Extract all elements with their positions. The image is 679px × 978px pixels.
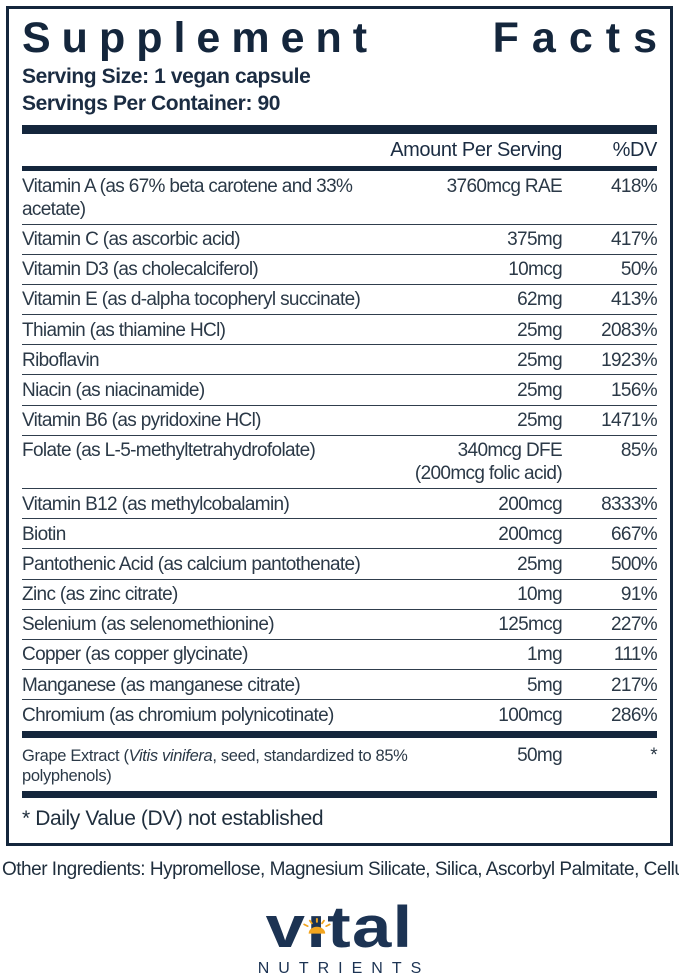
table-row: Copper (as copper glycinate) 1mg 111%	[22, 638, 658, 669]
nutrient-dv: 8333%	[601, 493, 658, 515]
nutrient-dv: 413%	[611, 289, 658, 311]
nutrient-name: Vitamin A (as 67% beta carotene and 33% …	[22, 175, 353, 220]
column-header-amount: Amount Per Serving	[390, 139, 562, 162]
nutrient-amount: 375mg	[507, 229, 563, 251]
nutrient-amount: 3760mcg RAE	[446, 175, 563, 197]
nutrient-name: Grape Extract (Vitis vinifera, seed, sta…	[22, 746, 408, 786]
nutrient-dv: 217%	[611, 674, 658, 696]
nutrient-amount: 25mg	[517, 379, 563, 401]
table-row: Folate (as L-5-methyltetrahydrofolate) 34…	[22, 434, 658, 488]
nutrient-dv: 667%	[611, 523, 658, 545]
daily-value-footnote: * Daily Value (DV) not established	[22, 806, 324, 830]
nutrient-name: Thiamin (as thiamine HCl)	[22, 319, 226, 341]
divider-thick-above-grape	[22, 731, 657, 739]
page-title: Supplement Facts	[22, 14, 657, 62]
nutrient-amount: 25mg	[517, 410, 563, 432]
title-word-supplement: Supplement	[22, 14, 379, 62]
nutrient-name: Vitamin B6 (as pyridoxine HCl)	[22, 410, 262, 432]
column-header-dv: %DV	[612, 139, 658, 162]
serving-size-text: Serving Size: 1 vegan capsule	[22, 65, 311, 89]
nutrient-name: Manganese (as manganese citrate)	[22, 674, 301, 696]
table-row: Vitamin B6 (as pyridoxine HCl) 25mg 1471%	[22, 404, 658, 435]
nutrient-name: Folate (as L-5-methyltetrahydrofolate)	[22, 440, 316, 462]
supplement-facts-panel: Supplement Facts Serving Size: 1 vegan c…	[6, 6, 673, 846]
nutrient-dv: 2083%	[601, 319, 658, 341]
nutrient-dv: 85%	[620, 440, 658, 462]
sun-icon	[301, 886, 333, 944]
table-row: Vitamin D3 (as cholecalciferol) 10mcg 50%	[22, 253, 658, 284]
nutrient-name: Selenium (as selenomethionine)	[22, 614, 275, 636]
table-row: Vitamin B12 (as methylcobalamin) 200mcg 83…	[22, 488, 658, 518]
table-row: Vitamin A (as 67% beta carotene and 33% …	[22, 171, 658, 223]
nutrient-amount: 50mg	[517, 744, 563, 766]
nutrient-name: Chromium (as chromium polynicotinate)	[22, 704, 334, 726]
nutrient-name: Copper (as copper glycinate)	[22, 644, 248, 666]
table-row: Biotin 200mcg 667%	[22, 518, 658, 548]
nutrient-amount: 25mg	[517, 319, 563, 341]
nutrient-name: Riboflavin	[22, 349, 100, 371]
nutrient-dv: 1923%	[601, 349, 658, 371]
nutrient-dv: 156%	[611, 379, 658, 401]
title-word-facts: Facts	[492, 14, 670, 62]
brand-wordmark: v ıtal	[266, 898, 414, 957]
other-ingredients-text: Other Ingredients: Hypromellose, Magnesi…	[2, 858, 679, 880]
table-row: Riboflavin 25mg 1923%	[22, 344, 658, 374]
nutrient-name: Vitamin D3 (as cholecalciferol)	[22, 259, 259, 281]
nutrient-amount: 100mcg	[498, 704, 562, 726]
divider-medium	[22, 166, 657, 172]
nutrient-name: Niacin (as niacinamide)	[22, 379, 205, 401]
nutrient-name: Zinc (as zinc citrate)	[22, 584, 178, 606]
nutrient-amount: 340mcg DFE (200mcg folic acid)	[414, 440, 563, 485]
nutrient-dv: 1471%	[601, 410, 658, 432]
nutrient-amount: 25mg	[517, 553, 563, 575]
nutrient-name: Vitamin E (as d-alpha tocopheryl succina…	[22, 289, 361, 311]
table-row: Chromium (as chromium polynicotinate) 100…	[22, 699, 658, 729]
nutrient-amount: 200mcg	[498, 493, 562, 515]
table-row-grape-extract: Grape Extract (Vitis vinifera, seed, sta…	[22, 740, 658, 788]
nutrient-dv: 500%	[611, 553, 658, 575]
nutrient-name: Vitamin C (as ascorbic acid)	[22, 229, 241, 251]
nutrient-amount: 200mcg	[498, 523, 562, 545]
nutrient-name: Pantothenic Acid (as calcium pantothenat…	[22, 553, 361, 575]
nutrient-amount: 125mcg	[498, 614, 562, 636]
table-row: Niacin (as niacinamide) 25mg 156%	[22, 374, 658, 404]
nutrient-rows: Vitamin A (as 67% beta carotene and 33% …	[22, 171, 658, 729]
divider-thick-below-grape	[22, 790, 657, 798]
nutrient-amount: 1mg	[526, 644, 563, 666]
nutrient-amount: 10mg	[517, 584, 563, 606]
brand-letters-tal: tal	[327, 894, 414, 960]
nutrient-dv: 418%	[611, 175, 658, 197]
servings-per-container-text: Servings Per Container: 90	[22, 92, 281, 116]
table-row: Vitamin C (as ascorbic acid) 375mg 417%	[22, 223, 658, 254]
table-row: Thiamin (as thiamine HCl) 25mg 2083%	[22, 314, 658, 344]
table-row: Selenium (as selenomethionine) 125mcg 227%	[22, 608, 658, 639]
nutrient-dv: 111%	[613, 644, 658, 666]
brand-letter-i: ı	[303, 898, 331, 957]
nutrient-dv: 50%	[620, 259, 658, 281]
nutrient-amount: 62mg	[517, 289, 563, 311]
table-row: Vitamin E (as d-alpha tocopheryl succina…	[22, 283, 658, 314]
divider-thick-top	[22, 125, 657, 135]
table-row: Manganese (as manganese citrate) 5mg 217%	[22, 669, 658, 699]
nutrient-dv: 417%	[611, 229, 658, 251]
nutrient-dv: *	[650, 744, 657, 766]
table-row: Pantothenic Acid (as calcium pantothenat…	[22, 548, 658, 578]
table-header: Amount Per Serving %DV	[22, 134, 657, 166]
brand-logo: v ıtal NUTRIENTS	[0, 898, 679, 978]
nutrient-amount: 25mg	[517, 349, 563, 371]
nutrient-dv: 227%	[611, 614, 658, 636]
table-row: Zinc (as zinc citrate) 10mg 91%	[22, 578, 658, 609]
nutrient-name: Biotin	[22, 523, 66, 545]
nutrient-dv: 91%	[620, 584, 658, 606]
brand-subtitle: NUTRIENTS	[257, 959, 431, 977]
nutrient-dv: 286%	[611, 704, 658, 726]
nutrient-amount: 10mcg	[508, 259, 562, 281]
supplement-label-page: Supplement Facts Serving Size: 1 vegan c…	[0, 6, 679, 977]
nutrient-name: Vitamin B12 (as methylcobalamin)	[22, 493, 290, 515]
nutrient-amount: 5mg	[526, 674, 563, 696]
